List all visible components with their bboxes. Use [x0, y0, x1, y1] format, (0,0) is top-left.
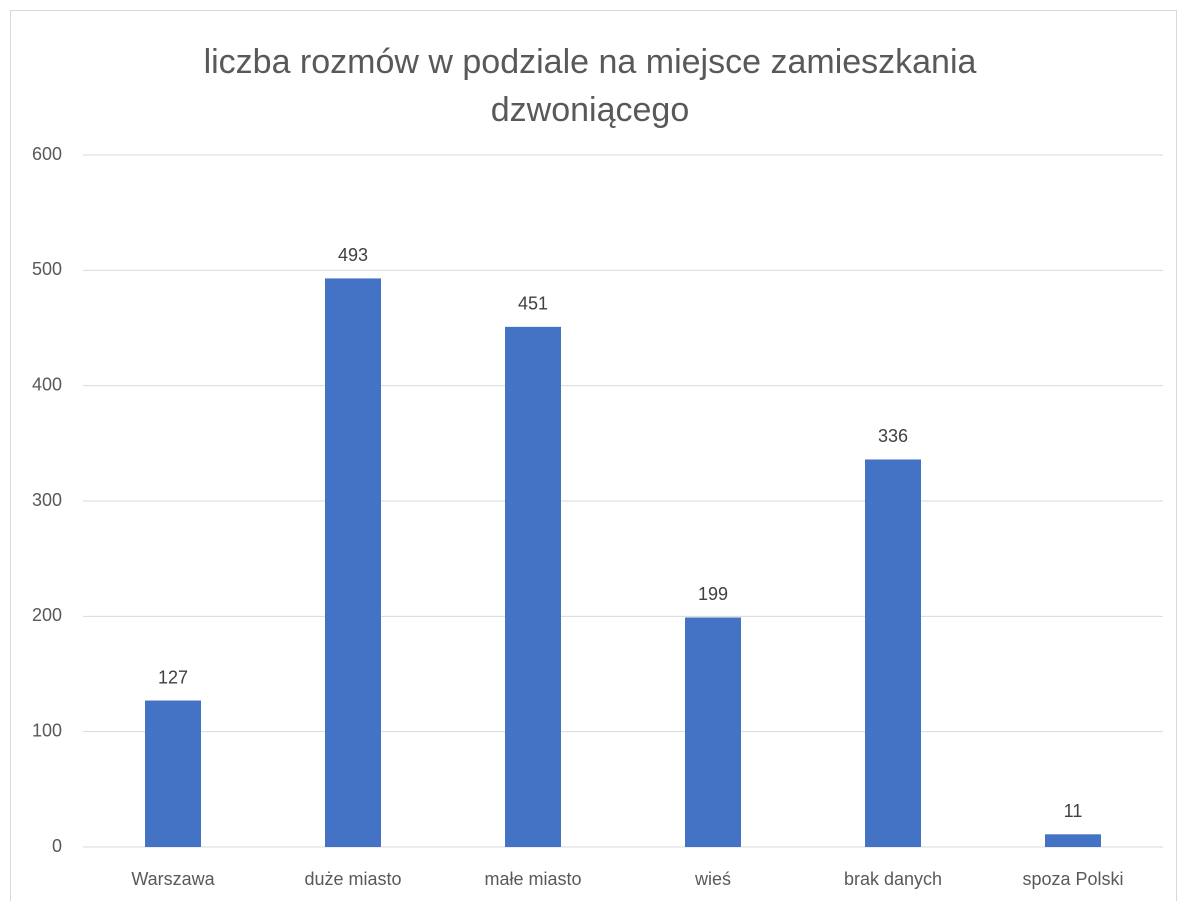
data-label: 11 — [1064, 801, 1083, 821]
y-tick-label: 400 — [32, 374, 62, 394]
y-tick-label: 500 — [32, 259, 62, 279]
y-tick-label: 600 — [32, 144, 62, 164]
x-tick-label: spoza Polski — [1022, 869, 1123, 889]
bar — [505, 326, 561, 847]
data-label: 199 — [698, 584, 728, 604]
bar — [1045, 834, 1101, 847]
data-label: 493 — [338, 245, 368, 265]
bar — [145, 700, 201, 847]
bar — [685, 617, 741, 847]
y-tick-label: 200 — [32, 605, 62, 625]
data-label: 451 — [518, 294, 548, 314]
y-tick-label: 0 — [52, 836, 62, 856]
chart-border — [10, 10, 1177, 901]
data-label: 127 — [158, 667, 188, 687]
x-tick-label: brak danych — [844, 869, 942, 889]
x-tick-label: wieś — [694, 869, 731, 889]
x-tick-label: duże miasto — [304, 869, 401, 889]
chart-title: liczba rozmów w podziale na miejsce zami… — [203, 43, 977, 129]
y-tick-label: 300 — [32, 490, 62, 510]
y-tick-label: 100 — [32, 720, 62, 740]
x-tick-label: Warszawa — [131, 869, 215, 889]
x-tick-label: małe miasto — [484, 869, 581, 889]
bar — [325, 278, 381, 847]
bar — [865, 459, 921, 847]
data-label: 336 — [878, 426, 908, 446]
